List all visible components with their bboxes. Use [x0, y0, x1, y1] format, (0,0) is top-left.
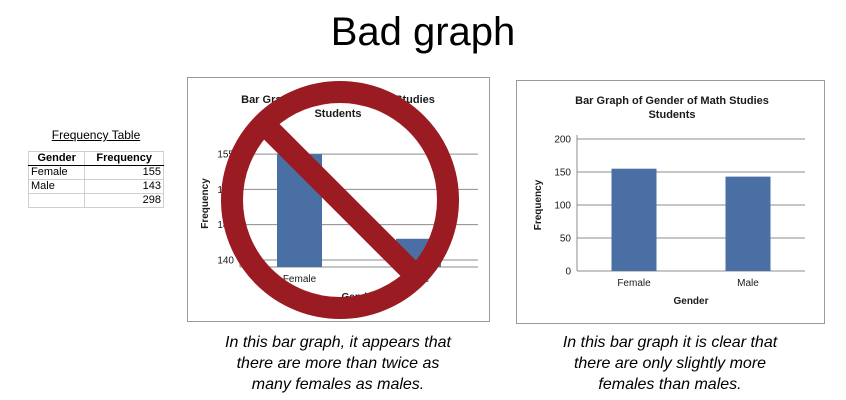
bad-graph-caption: In this bar graph, it appears that there…	[188, 332, 488, 395]
good-chart-title-line: Bar Graph of Gender of Math Studies	[575, 95, 769, 107]
bad-x-axis-label: Gender	[341, 292, 376, 303]
table-row: Male 143	[27, 179, 164, 194]
bad-y-tick-label: 145	[217, 220, 234, 231]
table-cell-frequency: 143	[84, 179, 164, 194]
bad-chart-title-line: Bar Graph of Gender of Math Studies	[241, 94, 435, 106]
bad-bar-male	[396, 238, 441, 267]
good-x-tick-label: Male	[737, 278, 759, 289]
table-total-row: 298	[27, 193, 164, 208]
bad-y-tick-label: 155	[217, 150, 234, 161]
frequency-table-caption: Frequency Table	[51, 128, 141, 142]
bad-x-tick-label: Male	[408, 274, 430, 285]
bad-bar-female	[277, 154, 322, 267]
bad-y-tick-label: 150	[217, 185, 234, 196]
good-y-tick-label: 200	[554, 135, 571, 146]
bad-caption-line: many females as males.	[251, 376, 425, 393]
bad-chart-title-line: Students	[314, 108, 361, 120]
table-cell-frequency: 155	[84, 165, 164, 180]
bad-caption-line: In this bar graph, it appears that	[225, 334, 451, 351]
table-row: Female 155	[27, 165, 164, 180]
good-x-tick-label: Female	[617, 278, 651, 289]
table-cell-gender: Male	[27, 179, 86, 194]
bad-bar-chart: Bar Graph of Gender of Math Studies Stude…	[187, 77, 490, 322]
table-cell-gender: Female	[27, 165, 86, 180]
good-bar-female	[611, 168, 657, 271]
good-y-tick-label: 0	[565, 267, 571, 278]
page-title: Bad graph	[330, 10, 516, 54]
good-caption-line: females than males.	[598, 376, 742, 393]
good-caption-line: there are only slightly more	[573, 355, 767, 372]
good-chart-svg: Bar Graph of Gender of Math Studies Stude…	[533, 95, 805, 307]
frequency-table: Frequency Table Gender Frequency Female …	[27, 128, 164, 208]
good-bar-male	[725, 176, 771, 271]
bad-chart-svg: Bar Graph of Gender of Math Studies Stude…	[200, 94, 478, 303]
good-y-axis-label: Frequency	[533, 179, 544, 230]
table-cell-total: 298	[84, 193, 164, 208]
table-header-row: Gender Frequency	[27, 151, 164, 166]
bad-y-axis-label: Frequency	[200, 178, 211, 229]
bad-x-tick-label: Female	[283, 274, 317, 285]
good-y-tick-label: 100	[554, 201, 571, 212]
good-bar-chart: Bar Graph of Gender of Math Studies Stude…	[516, 80, 825, 324]
good-x-axis-label: Gender	[673, 296, 708, 307]
frequency-header: Frequency	[84, 151, 164, 166]
frequency-table-grid: Gender Frequency Female 155 Male 143 298	[27, 151, 164, 208]
good-caption-line: In this bar graph it is clear that	[562, 334, 778, 351]
table-cell-empty	[27, 193, 86, 208]
gender-header: Gender	[27, 151, 86, 166]
bad-y-tick-label: 140	[217, 255, 234, 266]
good-chart-title-line: Students	[648, 109, 695, 121]
bad-caption-line: there are more than twice as	[236, 355, 440, 372]
good-y-tick-label: 150	[554, 168, 571, 179]
good-graph-caption: In this bar graph it is clear that there…	[516, 332, 824, 395]
good-y-tick-label: 50	[560, 234, 572, 245]
